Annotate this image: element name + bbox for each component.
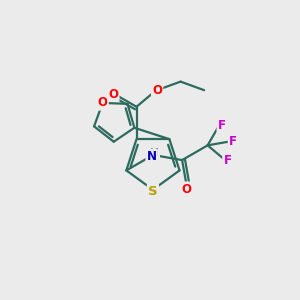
- Text: O: O: [108, 88, 118, 101]
- Text: N: N: [147, 150, 157, 163]
- Text: S: S: [148, 185, 158, 198]
- Text: F: F: [224, 154, 231, 167]
- Text: F: F: [229, 135, 237, 148]
- Text: O: O: [98, 96, 108, 110]
- Text: F: F: [218, 119, 226, 132]
- Text: H: H: [150, 148, 159, 158]
- Text: O: O: [182, 183, 191, 196]
- Text: O: O: [152, 84, 162, 97]
